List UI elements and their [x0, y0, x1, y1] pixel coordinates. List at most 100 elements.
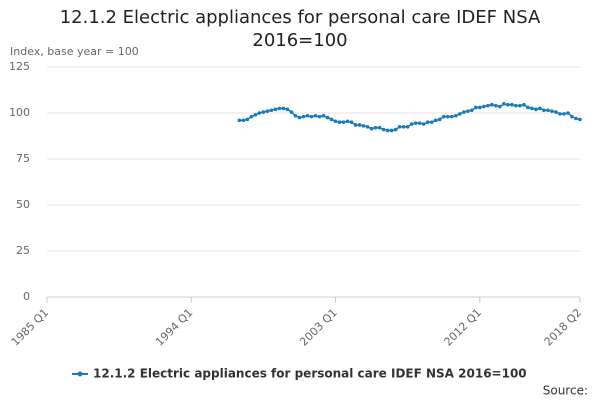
legend-label: 12.1.2 Electric appliances for personal … — [93, 367, 527, 381]
data-point — [465, 109, 470, 113]
data-point — [449, 114, 454, 119]
data-point — [445, 114, 450, 119]
x-tick-label: 2012 Q1 — [442, 306, 485, 349]
data-point — [241, 118, 246, 123]
data-point — [329, 117, 334, 122]
data-point — [337, 120, 342, 124]
data-point — [245, 117, 250, 122]
data-point — [506, 102, 510, 107]
data-point — [566, 111, 570, 115]
data-point — [417, 121, 422, 125]
y-axis-label: Index, base year = 100 — [10, 45, 139, 58]
data-point — [273, 107, 278, 112]
data-point — [562, 112, 566, 116]
y-tick-label: 25 — [16, 244, 30, 257]
x-tick-label: 1994 Q1 — [153, 306, 196, 349]
data-point — [518, 103, 522, 108]
data-point — [425, 120, 430, 124]
data-point — [349, 120, 354, 124]
data-point — [490, 102, 494, 107]
data-point — [389, 128, 394, 133]
data-point — [341, 120, 346, 124]
chart-title: 12.1.2 Electric appliances for personal … — [59, 7, 541, 51]
data-point — [478, 105, 482, 110]
data-point — [498, 104, 502, 109]
data-point — [313, 113, 318, 118]
data-point — [317, 114, 322, 119]
data-point — [277, 106, 282, 111]
y-tick-label: 125 — [9, 60, 30, 73]
data-point — [397, 125, 402, 129]
data-point — [345, 119, 350, 124]
legend-marker — [77, 371, 83, 377]
data-point — [554, 110, 558, 114]
data-point — [421, 122, 426, 126]
data-point — [305, 113, 310, 118]
data-point — [265, 109, 270, 113]
data-point — [373, 125, 378, 130]
y-tick-label: 0 — [23, 290, 30, 303]
data-point — [502, 102, 506, 106]
data-point — [550, 109, 554, 113]
data-point — [353, 123, 358, 127]
x-tick-label: 1985 Q1 — [9, 306, 52, 349]
data-point — [453, 113, 458, 118]
data-point — [381, 127, 386, 132]
data-point — [530, 106, 534, 111]
data-point — [253, 113, 258, 117]
data-point — [357, 123, 362, 127]
data-point — [361, 124, 366, 128]
data-point — [542, 108, 546, 113]
data-point — [413, 121, 418, 125]
data-point — [377, 125, 382, 130]
data-point — [546, 108, 550, 113]
data-point — [301, 114, 306, 119]
data-point — [457, 112, 462, 116]
data-point — [281, 106, 286, 111]
data-point — [297, 115, 302, 120]
data-point — [437, 117, 442, 122]
data-point — [365, 125, 370, 129]
data-point — [494, 103, 498, 108]
data-point — [261, 110, 266, 114]
data-point — [474, 105, 478, 110]
data-point — [534, 107, 538, 112]
x-tick-label: 2003 Q1 — [297, 306, 340, 349]
data-point — [482, 104, 486, 109]
data-point — [514, 103, 518, 108]
data-point — [433, 118, 438, 123]
y-tick-label: 100 — [9, 106, 30, 119]
data-point — [526, 105, 530, 110]
data-point — [469, 108, 474, 113]
data-point — [486, 103, 490, 108]
data-point — [429, 120, 434, 124]
data-point — [257, 111, 262, 115]
y-tick-label: 75 — [16, 152, 30, 165]
data-point — [510, 102, 514, 107]
data-point — [269, 108, 274, 113]
data-point — [522, 102, 526, 107]
data-point — [401, 125, 406, 129]
y-tick-label: 50 — [16, 198, 30, 211]
data-point — [249, 114, 254, 119]
data-point — [325, 115, 330, 120]
data-point — [538, 106, 542, 111]
data-point — [409, 122, 414, 126]
data-point — [405, 125, 410, 129]
data-point — [558, 112, 562, 116]
data-point — [293, 113, 298, 118]
x-tick-label: 2018 Q2 — [542, 306, 585, 349]
data-point — [333, 119, 338, 124]
data-point — [369, 126, 374, 131]
data-point — [385, 128, 390, 133]
data-point — [393, 127, 398, 132]
data-point — [574, 116, 578, 121]
data-point — [461, 110, 466, 114]
data-point — [309, 114, 314, 119]
data-point — [441, 114, 446, 119]
data-point — [578, 117, 582, 122]
data-point — [289, 110, 294, 114]
data-point — [321, 113, 326, 118]
